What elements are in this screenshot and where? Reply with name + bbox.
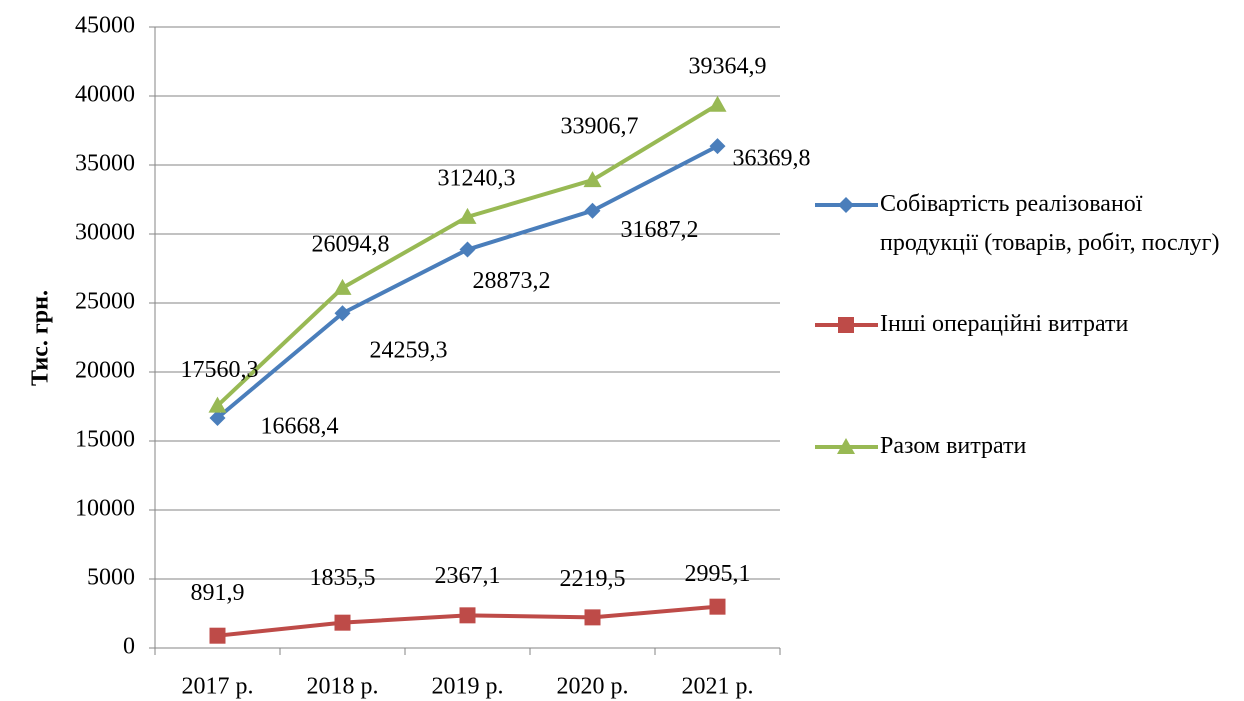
marker: [459, 607, 476, 624]
marker: [584, 609, 601, 626]
legend-label: Інші операційні витрати: [880, 311, 1129, 337]
data-label: 16668,4: [261, 413, 339, 439]
x-tick-label: 2021 р.: [682, 674, 754, 700]
marker: [209, 627, 226, 644]
y-tick-label: 5000: [87, 565, 135, 591]
x-tick-label: 2018 р.: [307, 674, 379, 700]
marker: [334, 614, 351, 631]
legend-label: Разом витрати: [880, 433, 1027, 459]
data-label: 28873,2: [473, 268, 551, 294]
marker: [583, 171, 602, 188]
data-label: 36369,8: [733, 146, 811, 172]
data-label: 26094,8: [312, 231, 390, 257]
data-label: 2367,1: [435, 563, 501, 589]
data-label: 2219,5: [560, 566, 626, 592]
y-tick-label: 35000: [75, 151, 135, 177]
y-tick-label: 45000: [75, 13, 135, 39]
marker: [333, 278, 352, 295]
marker: [709, 598, 726, 615]
data-label: 33906,7: [561, 114, 639, 140]
marker: [334, 305, 351, 322]
marker: [458, 207, 477, 224]
marker: [708, 95, 727, 112]
marker: [209, 409, 226, 426]
y-tick-label: 0: [123, 634, 135, 660]
y-axis-label: Тис. грн.: [28, 290, 54, 386]
y-tick-label: 20000: [75, 358, 135, 384]
data-label: 31687,2: [621, 217, 699, 243]
data-label: 24259,3: [370, 338, 448, 364]
x-tick-label: 2020 р.: [557, 674, 629, 700]
data-label: 2995,1: [685, 561, 751, 587]
y-tick-label: 15000: [75, 427, 135, 453]
data-label: 17560,3: [181, 357, 259, 383]
data-label: 39364,9: [689, 53, 767, 79]
y-tick-label: 10000: [75, 496, 135, 522]
marker: [208, 396, 227, 413]
x-tick-label: 2017 р.: [182, 674, 254, 700]
marker: [837, 438, 855, 454]
data-label: 31240,3: [438, 165, 516, 191]
marker: [584, 202, 601, 219]
legend-label: Собівартість реалізованої продукції (тов…: [880, 191, 1220, 256]
data-label: 1835,5: [310, 565, 376, 591]
marker: [459, 241, 476, 258]
y-tick-label: 25000: [75, 289, 135, 315]
marker: [838, 317, 854, 333]
y-tick-label: 40000: [75, 82, 135, 108]
y-tick-label: 30000: [75, 220, 135, 246]
marker: [709, 138, 726, 155]
x-tick-label: 2019 р.: [432, 674, 504, 700]
data-label: 891,9: [191, 580, 245, 606]
marker: [838, 197, 854, 213]
